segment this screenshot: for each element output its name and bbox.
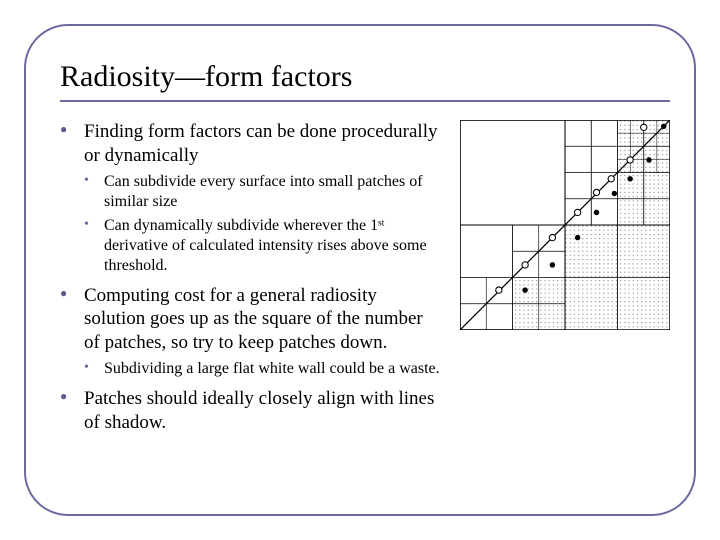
subdivision-diagram [460, 120, 670, 330]
text-column: Finding form factors can be done procedu… [60, 120, 442, 442]
sub-item: Can subdivide every surface into small p… [84, 172, 442, 212]
bullet-text: Patches should ideally closely align wit… [84, 388, 434, 433]
sub-item: Can dynamically subdivide wherever the 1… [84, 216, 442, 276]
slide-content: Radiosity—form factors Finding form fact… [60, 60, 670, 442]
slide-title: Radiosity—form factors [60, 60, 670, 102]
bullet-text: Finding form factors can be done procedu… [84, 121, 438, 166]
bullet-item: Patches should ideally closely align wit… [60, 387, 442, 435]
bullet-item: Computing cost for a general radiosity s… [60, 284, 442, 379]
bullet-list: Finding form factors can be done procedu… [60, 120, 442, 434]
sub-list: Can subdivide every surface into small p… [84, 172, 442, 276]
body-row: Finding form factors can be done procedu… [60, 120, 670, 442]
bullet-text: Computing cost for a general radiosity s… [84, 285, 423, 354]
sub-list: Subdividing a large flat white wall coul… [84, 359, 442, 379]
bullet-item: Finding form factors can be done procedu… [60, 120, 442, 276]
sub-item: Subdividing a large flat white wall coul… [84, 359, 442, 379]
